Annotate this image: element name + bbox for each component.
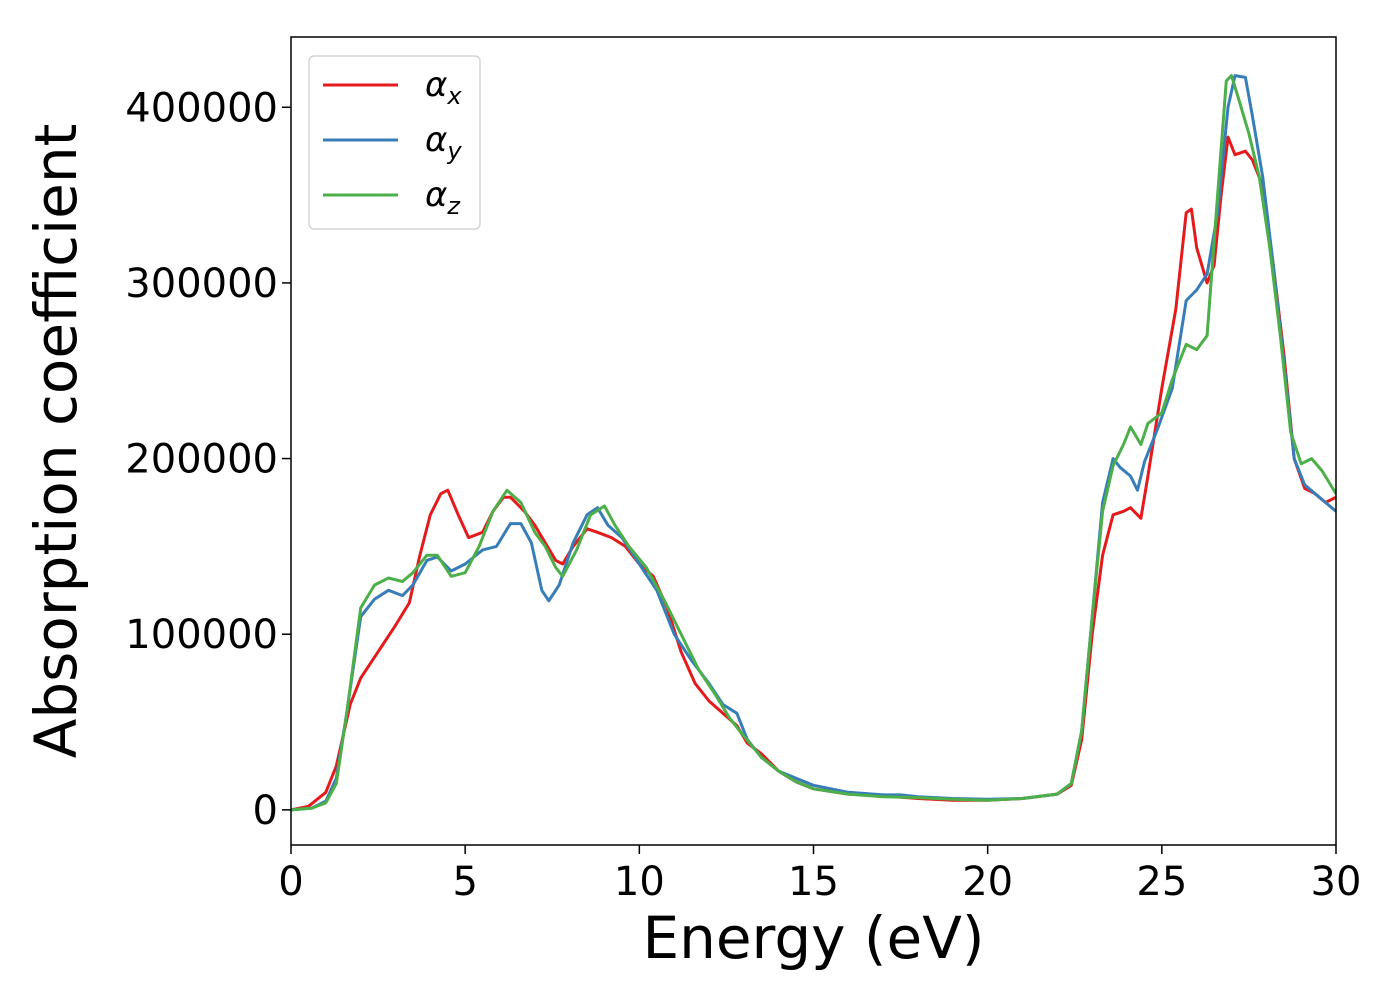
x-tick-label: 0 (278, 859, 303, 905)
x-axis: 0 5 10 15 20 25 30 (278, 845, 1361, 905)
legend-label-y: αy (425, 120, 462, 165)
y-tick-label: 400000 (125, 85, 278, 131)
y-axis-label: Absorption coefficient (22, 124, 90, 759)
y-tick-label: 200000 (125, 437, 278, 483)
x-axis-label: Energy (eV) (642, 904, 984, 972)
x-tick-label: 25 (1136, 859, 1187, 905)
x-tick-label: 15 (788, 859, 839, 905)
legend-frame (308, 55, 481, 230)
plot-series-group (291, 74, 1336, 812)
series-line-x (291, 135, 1336, 812)
series-line-z (291, 74, 1336, 812)
x-tick-label: 10 (614, 859, 665, 905)
x-tick-label: 5 (452, 859, 477, 905)
y-axis: 0 100000 200000 300000 400000 (125, 85, 291, 834)
x-tick-label: 30 (1311, 859, 1362, 905)
y-tick-label: 300000 (125, 261, 278, 307)
legend-label-x: αx (425, 65, 462, 110)
y-tick-label: 100000 (125, 612, 278, 658)
y-tick-label: 0 (253, 788, 278, 834)
x-tick-label: 20 (962, 859, 1013, 905)
